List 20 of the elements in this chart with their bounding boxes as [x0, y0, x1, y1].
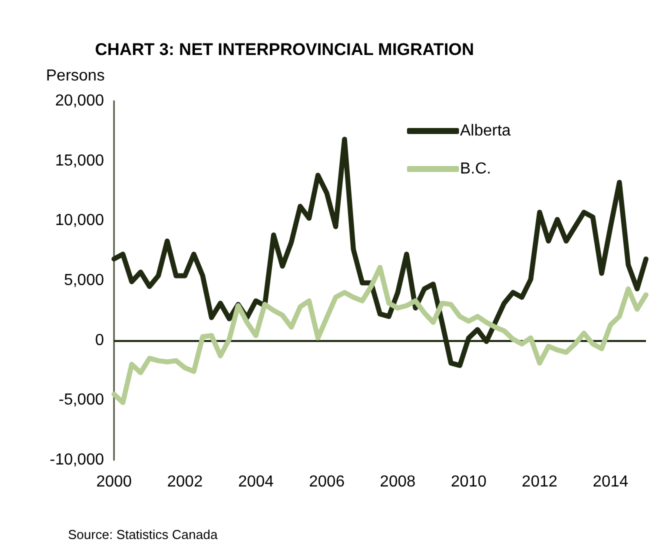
- x-tick-label: 2002: [167, 474, 203, 490]
- y-tick-label: 5,000: [64, 272, 104, 289]
- y-tick-label: 10,000: [55, 212, 104, 230]
- y-tick-label: 0: [95, 332, 104, 349]
- chart-title: CHART 3: NET INTERPROVINCIAL MIGRATION: [95, 40, 474, 59]
- legend-label: Alberta: [460, 122, 511, 140]
- y-tick-label: -5,000: [58, 392, 104, 409]
- y-axis-title: Persons: [46, 68, 105, 84]
- y-tick-label: 15,000: [55, 152, 104, 170]
- source-note: Source: Statistics Canada: [68, 527, 218, 542]
- legend-label: B.C.: [460, 160, 492, 178]
- x-tick-label: 2008: [380, 474, 416, 490]
- y-tick-label: -10,000: [50, 452, 104, 468]
- x-tick-label: 2012: [522, 474, 558, 490]
- x-tick-label: 2010: [450, 474, 487, 490]
- x-tick-label: 2000: [96, 474, 132, 490]
- x-tick-label: 2004: [238, 474, 274, 490]
- x-tick-label: 2014: [592, 474, 628, 490]
- x-tick-label: 2006: [309, 474, 345, 490]
- y-tick-label: 20,000: [55, 92, 104, 110]
